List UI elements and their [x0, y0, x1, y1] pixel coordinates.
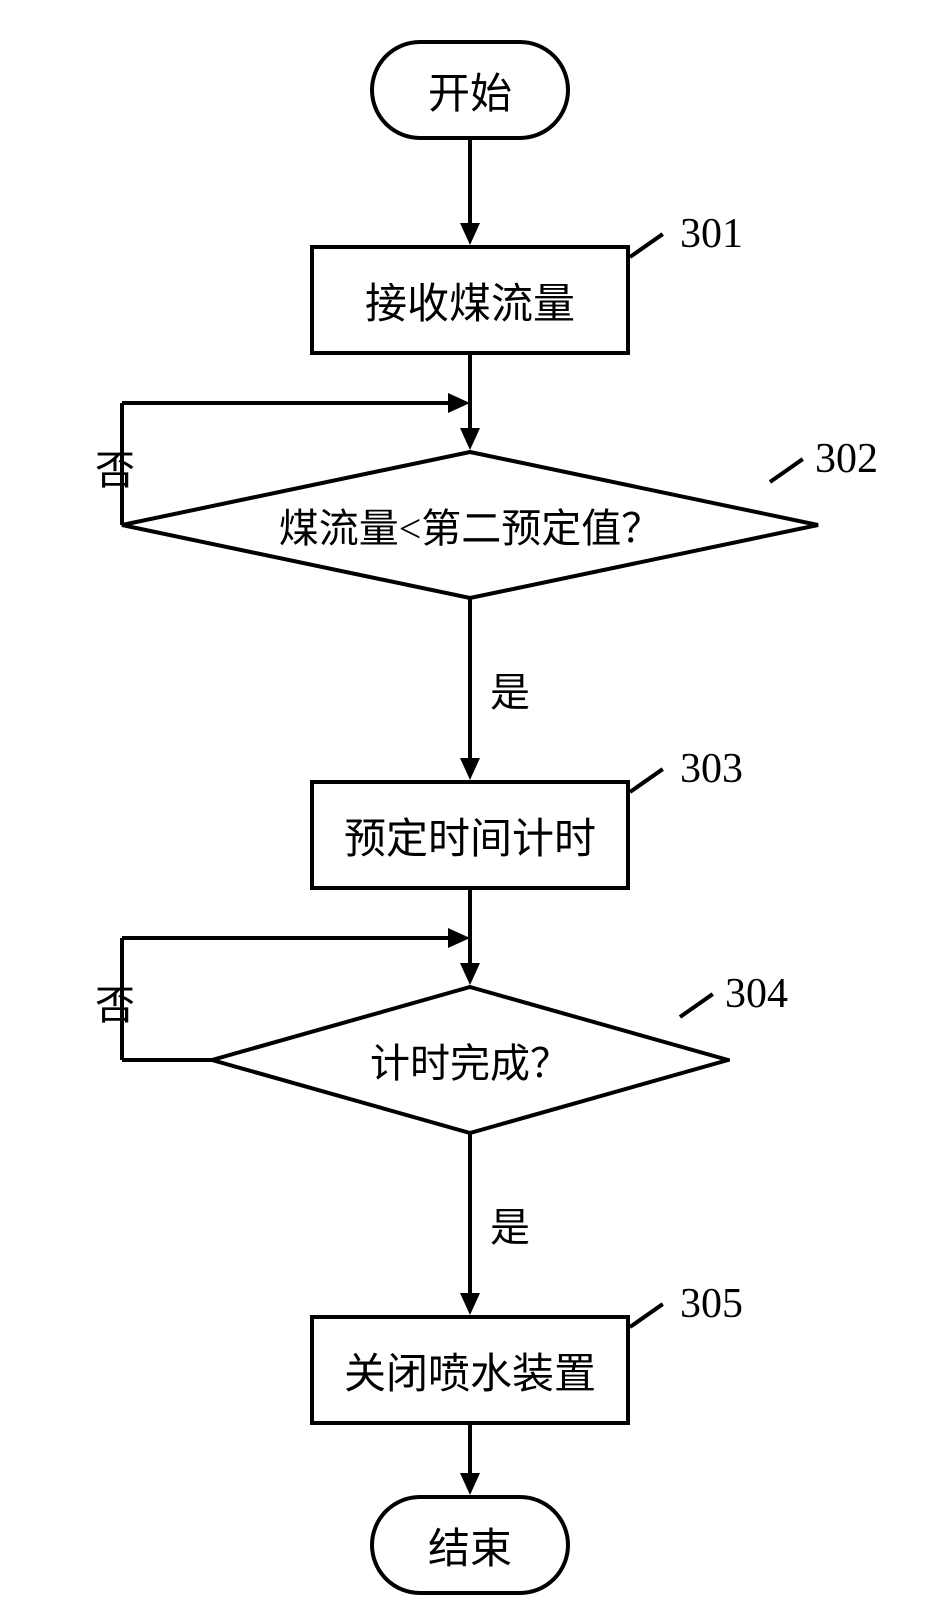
- process-303-label: 预定时间计时: [344, 805, 596, 866]
- arrow-304-305: [456, 1133, 486, 1315]
- arrow-305-end: [456, 1425, 486, 1495]
- process-301: 接收煤流量: [310, 245, 630, 355]
- start-node: 开始: [370, 40, 570, 140]
- process-303: 预定时间计时: [310, 780, 630, 890]
- end-label: 结束: [428, 1515, 512, 1576]
- ref-tick-301: [629, 232, 664, 258]
- process-301-label: 接收煤流量: [365, 270, 575, 331]
- arrow-start-301: [456, 140, 486, 245]
- ref-301: 301: [680, 210, 743, 258]
- label-no-304: 否: [95, 973, 135, 1031]
- ref-tick-303: [629, 767, 664, 793]
- process-305: 关闭喷水装置: [310, 1315, 630, 1425]
- end-node: 结束: [370, 1495, 570, 1595]
- arrow-302-303: [456, 598, 486, 780]
- ref-305: 305: [680, 1280, 743, 1328]
- label-yes-304: 是: [490, 1195, 530, 1253]
- flowchart-container: 开始 接收煤流量 301 煤流量<第二预定值？ 302: [0, 0, 934, 1601]
- ref-303: 303: [680, 745, 743, 793]
- ref-304: 304: [725, 970, 788, 1018]
- start-label: 开始: [428, 60, 512, 121]
- ref-tick-305: [629, 1302, 664, 1328]
- process-305-label: 关闭喷水装置: [344, 1340, 596, 1401]
- ref-302: 302: [815, 435, 878, 483]
- label-yes-302: 是: [490, 660, 530, 718]
- label-no-302: 否: [95, 438, 135, 496]
